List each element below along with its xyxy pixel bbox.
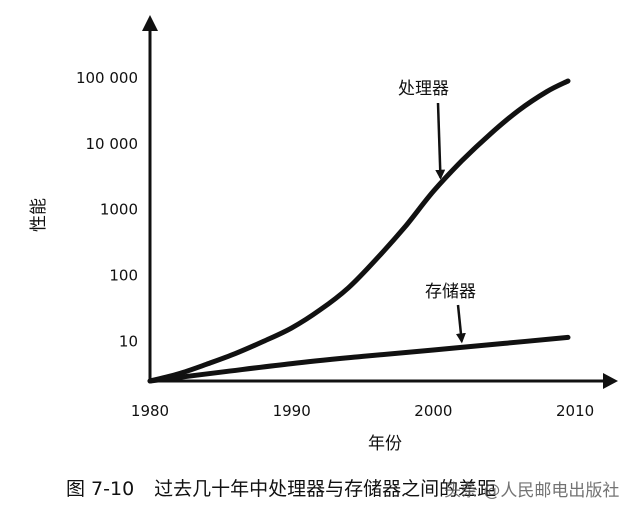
x-tick-labels: 1980 1990 2000 2010 [131, 402, 594, 420]
x-tick-label-1990: 1990 [273, 402, 311, 420]
series-layer [147, 78, 571, 384]
annotation-label-1: 处理器 [398, 79, 449, 99]
y-tick-label-100: 100 [109, 267, 138, 285]
annotation-arrow-2 [455, 304, 466, 344]
x-axis-arrowhead [603, 373, 618, 389]
y-axis [142, 15, 158, 383]
y-axis-arrowhead [142, 15, 158, 31]
x-tick-label-1980: 1980 [131, 402, 169, 420]
x-axis [150, 373, 618, 389]
y-axis-label: 性能 [29, 198, 49, 232]
series-line-1 [147, 78, 571, 384]
watermark: 头条 @人民邮电出版社 [444, 481, 620, 501]
y-tick-label-1000: 1000 [100, 201, 138, 219]
x-tick-label-2000: 2000 [414, 402, 452, 420]
y-tick-labels: 10 100 1000 10 000 100 000 [76, 69, 138, 350]
y-tick-label-100000: 100 000 [76, 69, 138, 87]
x-axis-label: 年份 [368, 434, 402, 454]
figure-number: 图 7-10 [66, 478, 135, 500]
y-tick-label-10: 10 [119, 332, 138, 350]
annotation-arrow-1 [435, 102, 446, 180]
figure-caption: 图 7-10 过去几十年中处理器与存储器之间的差距 [66, 474, 496, 501]
figure-caption-text: 过去几十年中处理器与存储器之间的差距 [154, 478, 497, 500]
y-tick-label-10000: 10 000 [86, 135, 139, 153]
annotation-label-2: 存储器 [425, 282, 476, 302]
series-line-2 [147, 334, 571, 384]
x-tick-label-2010: 2010 [556, 402, 594, 420]
